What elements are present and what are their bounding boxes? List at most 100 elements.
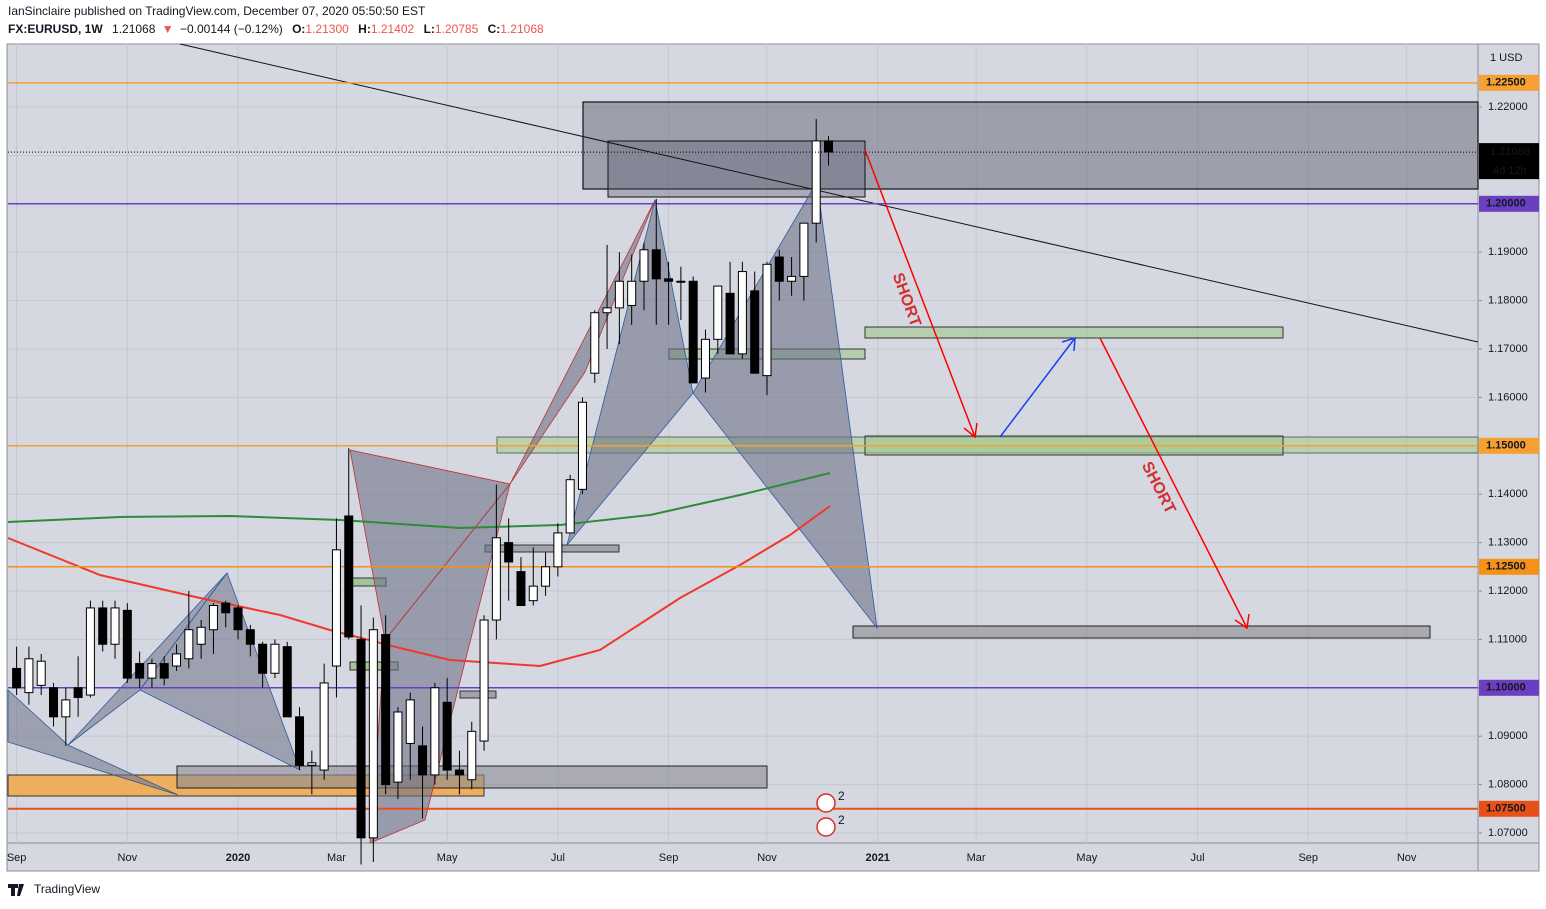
zone — [459, 690, 497, 699]
candle-body — [688, 280, 698, 384]
event-icon[interactable] — [816, 817, 836, 837]
candle-body — [627, 280, 637, 306]
change: −0.00144 (−0.12%) — [180, 22, 283, 36]
candle-body — [651, 249, 661, 280]
candle-body — [135, 663, 145, 679]
y-tick-label: 1.08000 — [1488, 778, 1528, 790]
x-tick-label: 2021 — [865, 852, 889, 864]
event-badges[interactable]: 2 2 — [816, 789, 845, 837]
level-label-bg — [1479, 558, 1539, 575]
candle-body — [823, 140, 833, 153]
y-tick-label: 1.11000 — [1488, 633, 1527, 645]
arrow-head — [1234, 613, 1250, 630]
candle-body — [221, 602, 231, 614]
y-tick-label: 1.13000 — [1488, 537, 1528, 549]
x-tick-label: Nov — [757, 852, 777, 864]
x-tick-label: Mar — [967, 852, 986, 864]
candle-body — [208, 605, 218, 631]
x-tick-label: Nov — [1397, 852, 1417, 864]
symbol-line: FX:EURUSD, 1W 1.21068 ▼ −0.00144 (−0.12%… — [8, 22, 544, 36]
candle-body — [479, 619, 489, 742]
y-tick-label: 1.19000 — [1488, 246, 1528, 258]
candle-body — [61, 699, 71, 718]
brand: TradingView — [34, 882, 100, 896]
open-label: O: — [292, 22, 305, 36]
low-value: 1.20785 — [435, 22, 479, 36]
level-label-bg — [1479, 679, 1539, 696]
candle-body — [454, 769, 464, 776]
trend-line — [179, 43, 1479, 343]
level-label: 1.10000 — [1486, 682, 1526, 694]
event-icon[interactable] — [816, 793, 836, 813]
y-tick-label: 1.14000 — [1488, 488, 1528, 500]
candle-body — [368, 629, 378, 839]
last-price-label: 1.21068 — [1490, 146, 1530, 158]
candle-body — [393, 711, 403, 783]
last-price-bg — [1479, 143, 1539, 180]
price: 1.21068 — [112, 22, 156, 36]
candle-body — [418, 745, 428, 776]
moving-average — [7, 472, 831, 530]
candle-body — [713, 285, 723, 340]
candle-body — [602, 307, 612, 314]
candle-body — [614, 280, 624, 309]
level-label: 1.22500 — [1486, 77, 1526, 89]
logo — [8, 884, 24, 896]
candle-body — [245, 629, 255, 645]
y-tick-label: 1.17000 — [1488, 343, 1528, 355]
candle-body — [356, 638, 366, 839]
low-label: L: — [424, 22, 435, 36]
candle-body — [787, 275, 797, 282]
level-label-bg — [1479, 195, 1539, 212]
candle-body — [307, 762, 317, 766]
published-line: IanSinclaire published on TradingView.co… — [8, 4, 426, 18]
candle-body — [258, 643, 268, 674]
candle-body — [516, 571, 526, 607]
candle-body — [319, 682, 329, 771]
level-label: 1.12500 — [1486, 561, 1526, 573]
level-label-bg — [1479, 437, 1539, 454]
candle-body — [36, 660, 46, 686]
x-tick-label: 2020 — [226, 852, 250, 864]
high-value: 1.21402 — [371, 22, 415, 36]
candle-body — [270, 643, 280, 674]
short-arrow — [864, 149, 976, 438]
supply-zone-inner — [607, 140, 866, 198]
candle-body — [774, 256, 784, 282]
candle-body — [442, 701, 452, 771]
candle-body — [24, 658, 34, 694]
candle-body — [528, 585, 538, 602]
pattern — [7, 689, 179, 796]
candle-body — [664, 278, 674, 282]
badge-count: 2 — [838, 813, 845, 827]
currency-label: 1 USD — [1490, 52, 1522, 64]
candle-body — [590, 312, 600, 374]
target-zone — [864, 326, 1284, 339]
candle-body — [504, 542, 514, 563]
y-tick-label: 1.12000 — [1488, 585, 1528, 597]
candle-body — [811, 140, 821, 224]
candle-body — [147, 663, 157, 679]
candle-body — [553, 532, 563, 568]
x-tick-label: May — [437, 852, 458, 864]
long-arrow — [999, 337, 1076, 438]
candle-body — [184, 629, 194, 660]
candle-body — [159, 663, 169, 679]
candle-body — [467, 730, 477, 781]
candle-body — [639, 249, 649, 282]
candle-body — [405, 699, 415, 744]
x-tick-label: Sep — [659, 852, 679, 864]
moving-average — [7, 505, 831, 668]
candle-body — [700, 338, 710, 379]
candle-body — [541, 566, 551, 587]
candle-body — [196, 626, 206, 645]
candle-body — [49, 687, 59, 718]
candle-body — [737, 271, 747, 355]
candle-body — [331, 549, 341, 667]
candle-body — [676, 280, 686, 283]
candle-body — [381, 634, 391, 786]
short-arrow — [1099, 337, 1248, 629]
candle-body — [430, 687, 440, 776]
candle-body — [110, 607, 120, 645]
